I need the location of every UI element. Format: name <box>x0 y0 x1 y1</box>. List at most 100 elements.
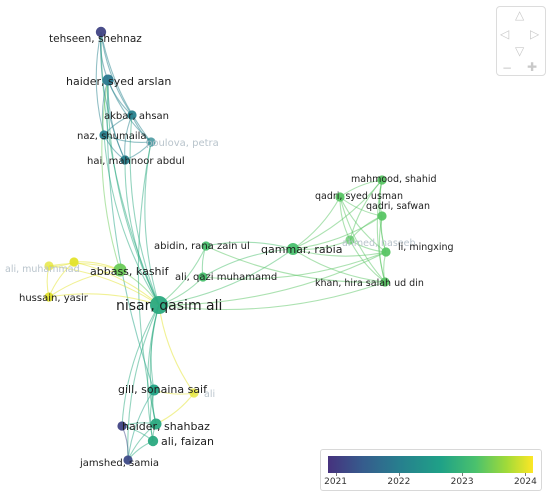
node-ali_qm[interactable] <box>198 272 208 282</box>
edge-nisar-ali_muh <box>48 265 160 306</box>
legend-tick-label: 2023 <box>450 477 474 487</box>
node-purple_left[interactable] <box>117 421 127 431</box>
edge-qadri_su-khan <box>339 196 386 283</box>
node-label-hai: hai, mahnoor abdul <box>87 156 185 167</box>
edge-abbass-hussain <box>48 269 121 298</box>
edge-nisar-khan <box>158 281 386 311</box>
node-abidin[interactable] <box>201 241 211 251</box>
legend-tick <box>398 473 400 476</box>
node-khan[interactable] <box>380 277 390 287</box>
node-ahmed[interactable] <box>345 235 355 245</box>
node-qadri_su[interactable] <box>335 192 345 202</box>
edge-nisar-jamshed <box>127 304 160 461</box>
edge-nisar-y3 <box>73 261 160 306</box>
node-label-jamshed: jamshed, samia <box>79 458 159 469</box>
edge-hai-nisar <box>124 159 160 306</box>
edge-mahmood-ahmed <box>349 179 383 241</box>
node-mahmood[interactable] <box>377 175 387 185</box>
edge-tehseen-akbar <box>100 31 133 116</box>
edge-qammar-qadri_su <box>292 196 341 250</box>
node-label-ali_qm: ali, qazi muhamamd <box>175 272 277 283</box>
node-label-tehseen: tehseen, shehnaz <box>49 33 142 45</box>
edge-nisar-qammar <box>158 248 294 306</box>
network-edges <box>46 31 387 461</box>
node-tehseen[interactable] <box>95 26 107 38</box>
edge-ali_qm-li <box>202 251 387 280</box>
edge-qammar-ali_qm <box>202 248 294 278</box>
edge-nisar-purple_left <box>121 304 160 427</box>
legend-tick-label: 2024 <box>513 477 537 487</box>
pan-right-icon[interactable]: ▷ <box>530 27 540 41</box>
node-label-gill: gill, sonaina saif <box>118 383 208 396</box>
pan-left-icon[interactable]: ◁ <box>500 27 510 41</box>
node-hussain[interactable] <box>44 292 54 302</box>
zoom-out-icon[interactable]: − <box>502 61 513 75</box>
edge-qammar-abidin <box>205 241 294 250</box>
node-label-qadri_su: qadri, syed usman <box>315 191 403 202</box>
legend-tick-label: 2021 <box>324 477 348 487</box>
edge-tehseen-naz <box>95 31 105 136</box>
node-ali_f[interactable] <box>147 435 159 447</box>
node-akbar[interactable] <box>127 110 137 120</box>
node-label-abidin: abidin, rana zain ul <box>154 241 250 252</box>
node-gill[interactable] <box>148 384 160 396</box>
edge-qadri_su-li <box>339 196 387 253</box>
edge-qammar-khan <box>292 248 386 283</box>
edge-ahmed-khan <box>349 239 386 283</box>
node-jamshed[interactable] <box>123 455 133 465</box>
edge-nisar-li <box>158 251 387 306</box>
navigation-controls: △ ◁ ▷ ▽ − ✚ <box>496 6 546 76</box>
edge-akbar-nisar <box>129 114 160 306</box>
edge-nisar-hussain <box>48 293 160 306</box>
node-label-khan: khan, hira salah ud din <box>315 278 424 289</box>
node-label-ali_f: ali, faizan <box>161 435 214 448</box>
node-label-abbass: abbass, kashif <box>90 265 170 278</box>
node-naz[interactable] <box>99 130 109 140</box>
node-label-li: li, mingxing <box>398 242 454 253</box>
node-label-haider_sa: haider, syed arslan <box>66 75 171 88</box>
node-label-hussain: hussain, yasir <box>19 293 89 304</box>
legend-tick <box>462 473 464 476</box>
legend-color-scale <box>328 456 533 473</box>
node-li[interactable] <box>381 247 391 257</box>
edge-qammar-qadri_sa <box>292 215 383 250</box>
node-haider_sa[interactable] <box>102 74 114 86</box>
network-labels: tehseen, shehnaz haider, syed arslan akbar… <box>5 33 454 469</box>
node-label-petra: poulova, petra <box>146 138 219 149</box>
node-ali_y[interactable] <box>189 388 199 398</box>
node-haider_sh[interactable] <box>150 418 162 430</box>
node-qadri_sa[interactable] <box>377 211 387 221</box>
edge-abidin-khan <box>205 245 386 283</box>
edge-nisar-ali_y <box>158 304 195 394</box>
edge-haider_sa-abbass <box>101 79 121 271</box>
edge-qammar-li <box>292 248 387 257</box>
node-petra[interactable] <box>146 137 156 147</box>
node-y3[interactable] <box>69 257 79 267</box>
node-nisar[interactable] <box>150 296 168 314</box>
node-label-akbar: akbar, ahsan <box>104 111 169 122</box>
node-label-haider_sh: haider, shahbaz <box>122 420 210 433</box>
network-nodes <box>44 26 391 465</box>
pan-down-icon[interactable]: ▽ <box>515 44 525 58</box>
node-label-ali_muh: ali, muhammad <box>5 264 80 275</box>
node-qammar[interactable] <box>287 243 299 255</box>
pan-up-icon[interactable]: △ <box>515 8 525 22</box>
edge-naz-nisar <box>103 134 160 306</box>
node-ali_muh[interactable] <box>44 261 54 271</box>
node-label-qammar: qammar, rabia <box>261 243 342 256</box>
node-label-mahmood: mahmood, shahid <box>351 174 437 185</box>
edge-tehseen-petra <box>100 31 152 143</box>
legend-tick <box>335 473 337 476</box>
node-label-qadri_sa: qadri, safwan <box>366 201 430 212</box>
node-label-ali_y: ali <box>204 389 215 400</box>
node-label-naz: naz, shumaila <box>77 131 147 142</box>
node-abbass[interactable] <box>113 263 127 277</box>
node-label-nisar: nisar, qasim ali <box>116 298 222 314</box>
edge-qadri_sa-khan <box>378 215 386 283</box>
legend-tick-label: 2022 <box>387 477 411 487</box>
zoom-in-icon[interactable]: ✚ <box>527 60 538 74</box>
edge-abbass-ali_muh <box>48 262 121 271</box>
node-hai[interactable] <box>120 155 130 165</box>
edge-petra-haider_sh <box>137 141 157 425</box>
